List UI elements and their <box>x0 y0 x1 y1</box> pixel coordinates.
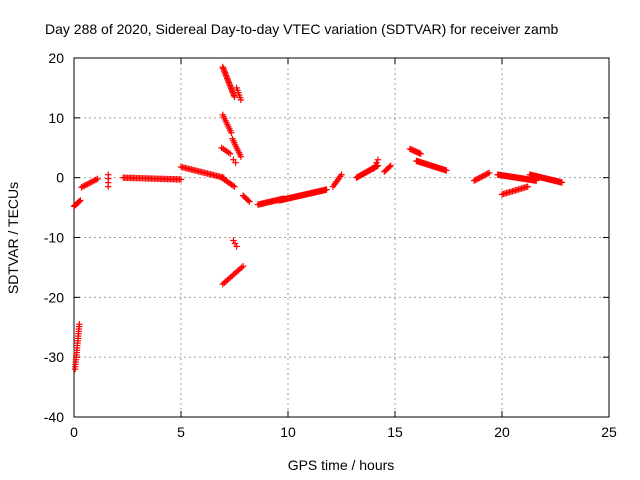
data-point <box>338 171 345 178</box>
data-point <box>232 159 239 166</box>
data-point <box>524 183 531 190</box>
data-point <box>87 179 94 186</box>
data-point <box>233 243 240 250</box>
x-tick-label: 0 <box>70 424 78 440</box>
x-axis-title: GPS time / hours <box>288 457 395 473</box>
data-point <box>484 170 491 177</box>
grid <box>74 58 609 417</box>
data-point <box>82 181 90 189</box>
data-point <box>370 165 377 172</box>
data-point <box>443 167 450 174</box>
data-point <box>94 175 101 183</box>
data-point <box>231 240 239 247</box>
x-tick-label: 25 <box>601 424 617 440</box>
data-point <box>78 184 85 191</box>
plot-frame <box>73 57 610 418</box>
data-point <box>374 156 382 163</box>
x-tick-label: 5 <box>177 424 185 440</box>
data-point <box>88 178 95 186</box>
data-point <box>76 198 83 205</box>
y-tick-label: -40 <box>44 409 64 425</box>
data-point <box>237 153 245 160</box>
x-tick-label: 15 <box>387 424 403 440</box>
data-point <box>417 150 424 157</box>
data-point <box>77 197 84 204</box>
data-point <box>237 96 245 104</box>
data-point <box>91 177 98 184</box>
data-point <box>85 180 92 187</box>
y-tick-label: 10 <box>48 110 64 126</box>
y-tick-label: -10 <box>44 230 64 246</box>
data-point <box>89 177 97 185</box>
data-point <box>79 183 87 190</box>
data-point <box>227 150 234 157</box>
data-point <box>371 162 379 169</box>
data-point <box>386 163 393 171</box>
data-point <box>485 169 493 177</box>
data-point <box>244 197 252 204</box>
data-point <box>246 198 253 205</box>
data-point <box>92 176 100 183</box>
data-point <box>323 186 330 193</box>
data-point <box>84 180 91 188</box>
y-tick-label: -30 <box>44 349 64 365</box>
data-point <box>230 237 237 244</box>
data-point <box>231 183 238 190</box>
data-point <box>76 321 83 328</box>
data-point <box>239 263 247 270</box>
y-axis-title: SDTVAR / TECUs <box>5 182 21 294</box>
data-point <box>229 182 237 189</box>
y-tick-label: 0 <box>56 170 64 186</box>
data-point <box>81 182 88 189</box>
data-point <box>105 171 112 178</box>
data-point <box>177 176 185 183</box>
data-point <box>231 93 238 101</box>
y-tick-label: -20 <box>44 289 64 305</box>
x-tick-label: 10 <box>280 424 296 440</box>
chart-title: Day 288 of 2020, Sidereal Day-to-day VTE… <box>45 21 558 37</box>
data-point <box>387 162 394 169</box>
data-point <box>373 159 380 166</box>
data-point <box>558 179 566 186</box>
data-point <box>228 129 235 136</box>
y-tick-label: 20 <box>48 50 64 66</box>
tick-labels: 0 5 10 15 20 25 -40 -30 -20 -10 0 10 20 <box>44 50 617 440</box>
x-tick-label: 20 <box>494 424 510 440</box>
data-points <box>70 63 566 373</box>
